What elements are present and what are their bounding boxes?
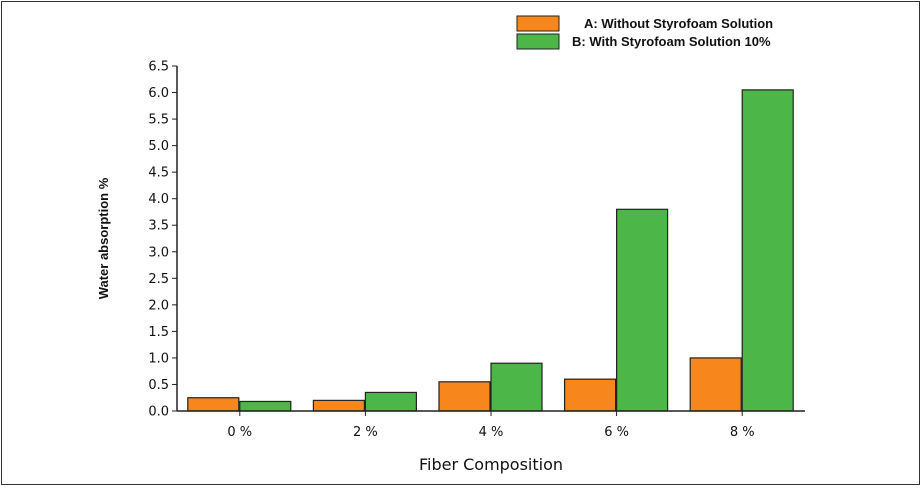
bar-a-0	[187, 397, 240, 412]
bar-b-1	[364, 391, 417, 412]
y-ticks: 0.0 0.5 1.0 1.5 2.0 2.5 3.0 3.5 4.0 4.5 5.0 5.5 6.0 6…	[148, 60, 177, 420]
y-tick-label: 0.0	[148, 405, 169, 420]
x-tick-label: 8 %	[730, 425, 755, 440]
legend-swatch-a	[516, 15, 560, 32]
y-tick-label: 2.0	[148, 298, 169, 313]
y-tick-label: 5.5	[148, 113, 169, 128]
y-tick-label: 3.5	[148, 219, 169, 234]
bar-b-0	[239, 400, 292, 412]
y-tick-label: 0.5	[148, 378, 169, 393]
y-tick-label: 6.5	[148, 60, 169, 75]
x-tick-label: 0 %	[227, 425, 252, 440]
x-axis-label: Fiber Composition	[419, 455, 563, 474]
legend-label-b: B: With Styrofoam Solution 10%	[572, 34, 771, 49]
bar-a-4	[689, 357, 742, 412]
x-tick-label: 2 %	[353, 425, 378, 440]
bar-b-3	[615, 208, 669, 412]
x-tick-label: 6 %	[604, 425, 629, 440]
bar-a-1	[312, 399, 365, 412]
y-tick-label: 4.5	[148, 166, 169, 181]
bar-a-2	[438, 381, 491, 412]
y-tick-label: 6.0	[148, 86, 169, 101]
bars-layer	[187, 89, 794, 412]
legend: A: Without Styrofoam Solution B: With Sty…	[516, 15, 773, 50]
y-tick-label: 4.0	[148, 192, 169, 207]
x-tick-label: 4 %	[479, 425, 504, 440]
y-axis-label: Water absorption %	[96, 177, 111, 299]
y-tick-label: 2.5	[148, 272, 169, 287]
y-tick-label: 5.0	[148, 139, 169, 154]
y-tick-label: 1.5	[148, 325, 169, 340]
bar-b-4	[741, 89, 794, 412]
bar-a-3	[563, 378, 617, 412]
x-ticks: 0 % 2 % 4 % 6 % 8 %	[227, 411, 755, 440]
y-tick-label: 1.0	[148, 351, 169, 366]
legend-label-a: A: Without Styrofoam Solution	[584, 16, 773, 31]
bar-b-2	[490, 362, 543, 412]
legend-swatch-b	[516, 33, 560, 50]
y-tick-label: 3.0	[148, 245, 169, 260]
